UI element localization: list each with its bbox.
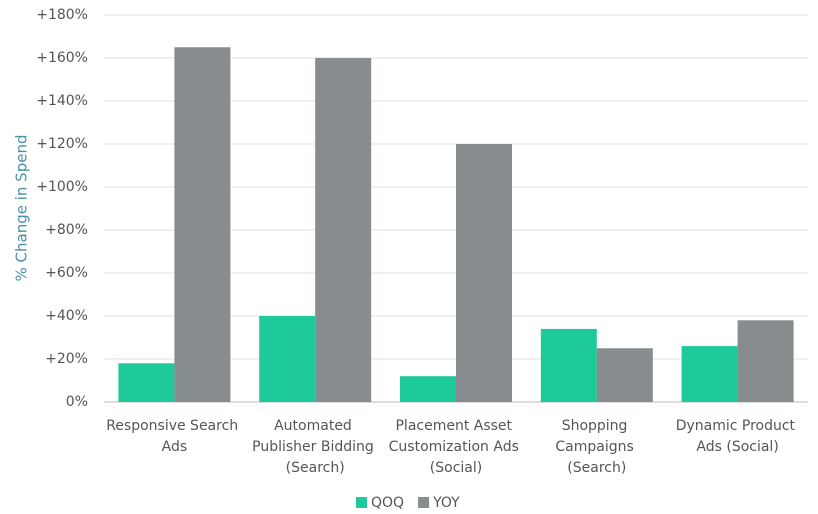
bar xyxy=(681,346,738,402)
x-tick-label: Responsive Search Ads xyxy=(106,418,242,455)
legend-label: YOY xyxy=(432,495,460,511)
y-tick-label: +40% xyxy=(45,308,88,324)
x-tick-label: Dynamic Product Ads (Social) xyxy=(676,418,800,455)
y-tick-label: 0% xyxy=(66,394,88,410)
bar xyxy=(456,144,512,402)
y-tick-label: +160% xyxy=(36,50,88,66)
y-tick-label: +100% xyxy=(36,179,88,195)
y-tick-label: +20% xyxy=(45,351,88,367)
legend-label: QOQ xyxy=(371,495,404,511)
y-axis-label: % Change in Spend xyxy=(13,135,31,282)
x-tick-label: Shopping Campaigns (Search) xyxy=(555,418,638,476)
y-tick-label: +80% xyxy=(45,222,88,238)
bar xyxy=(540,328,597,402)
bar xyxy=(118,363,175,402)
bar xyxy=(174,47,231,402)
bar xyxy=(259,316,316,402)
bar xyxy=(737,320,794,402)
y-tick-label: +120% xyxy=(36,136,88,152)
y-tick-label: +140% xyxy=(36,93,88,109)
legend-swatch xyxy=(418,497,430,508)
legend-swatch xyxy=(356,497,367,508)
bar xyxy=(400,376,456,402)
x-tick-label: Placement Asset Customization Ads (Socia… xyxy=(389,418,524,476)
y-tick-label: +60% xyxy=(45,265,88,281)
bar xyxy=(315,58,372,402)
bar xyxy=(596,348,653,402)
x-tick-label: Automated Publisher Bidding (Search) xyxy=(252,418,378,476)
y-tick-label: +180% xyxy=(36,7,88,23)
